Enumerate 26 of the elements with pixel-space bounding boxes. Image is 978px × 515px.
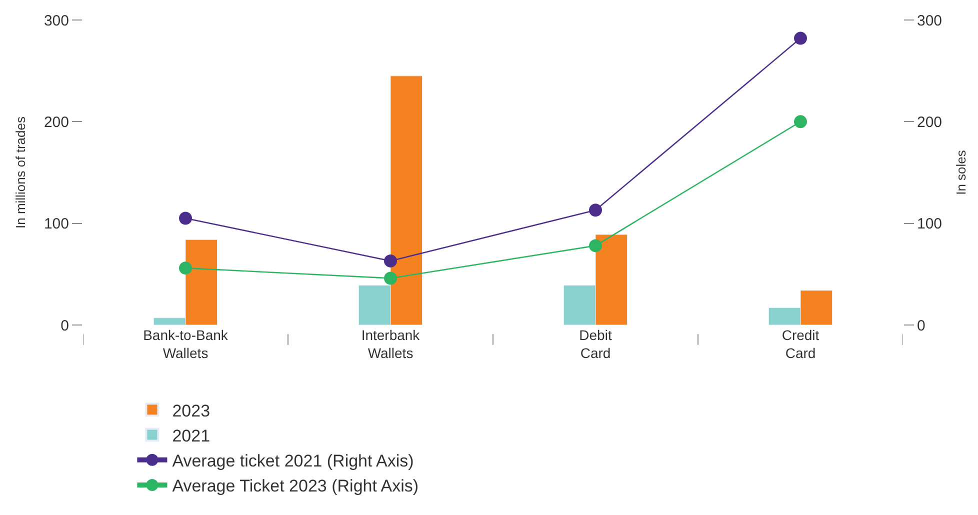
x-tick-label: Debit Card <box>579 327 612 362</box>
point <box>179 212 192 225</box>
point <box>384 254 397 268</box>
point <box>794 32 807 45</box>
point <box>384 272 397 285</box>
y-tick-label: 0 <box>60 317 69 334</box>
point <box>589 239 602 252</box>
y2-tick-label: 200 <box>917 114 942 131</box>
y-tick-label: 300 <box>44 12 69 30</box>
y2-tick-label: 0 <box>917 317 926 334</box>
x-tick-label: Credit Card <box>782 327 820 362</box>
x-tick-label: Interbank Wallets <box>361 327 421 362</box>
y2-tick-label: 300 <box>917 12 942 30</box>
point <box>179 262 192 275</box>
legend-label: 2021 <box>172 426 210 446</box>
point <box>794 115 807 128</box>
x-tick-label: Bank-to-Bank Wallets <box>143 327 229 362</box>
legend-label: Average Ticket 2023 (Right Axis) <box>172 476 419 496</box>
legend-label: 2023 <box>172 401 210 420</box>
y-tick-label: 200 <box>44 114 69 131</box>
point <box>589 204 602 217</box>
y2-axis-title: In soles <box>954 150 969 195</box>
y2-tick-label: 100 <box>917 216 942 233</box>
legend-label: Average ticket 2021 (Right Axis) <box>172 451 414 470</box>
y-tick-label: 100 <box>44 216 69 233</box>
y-axis-title: In millions of trades <box>12 116 28 228</box>
